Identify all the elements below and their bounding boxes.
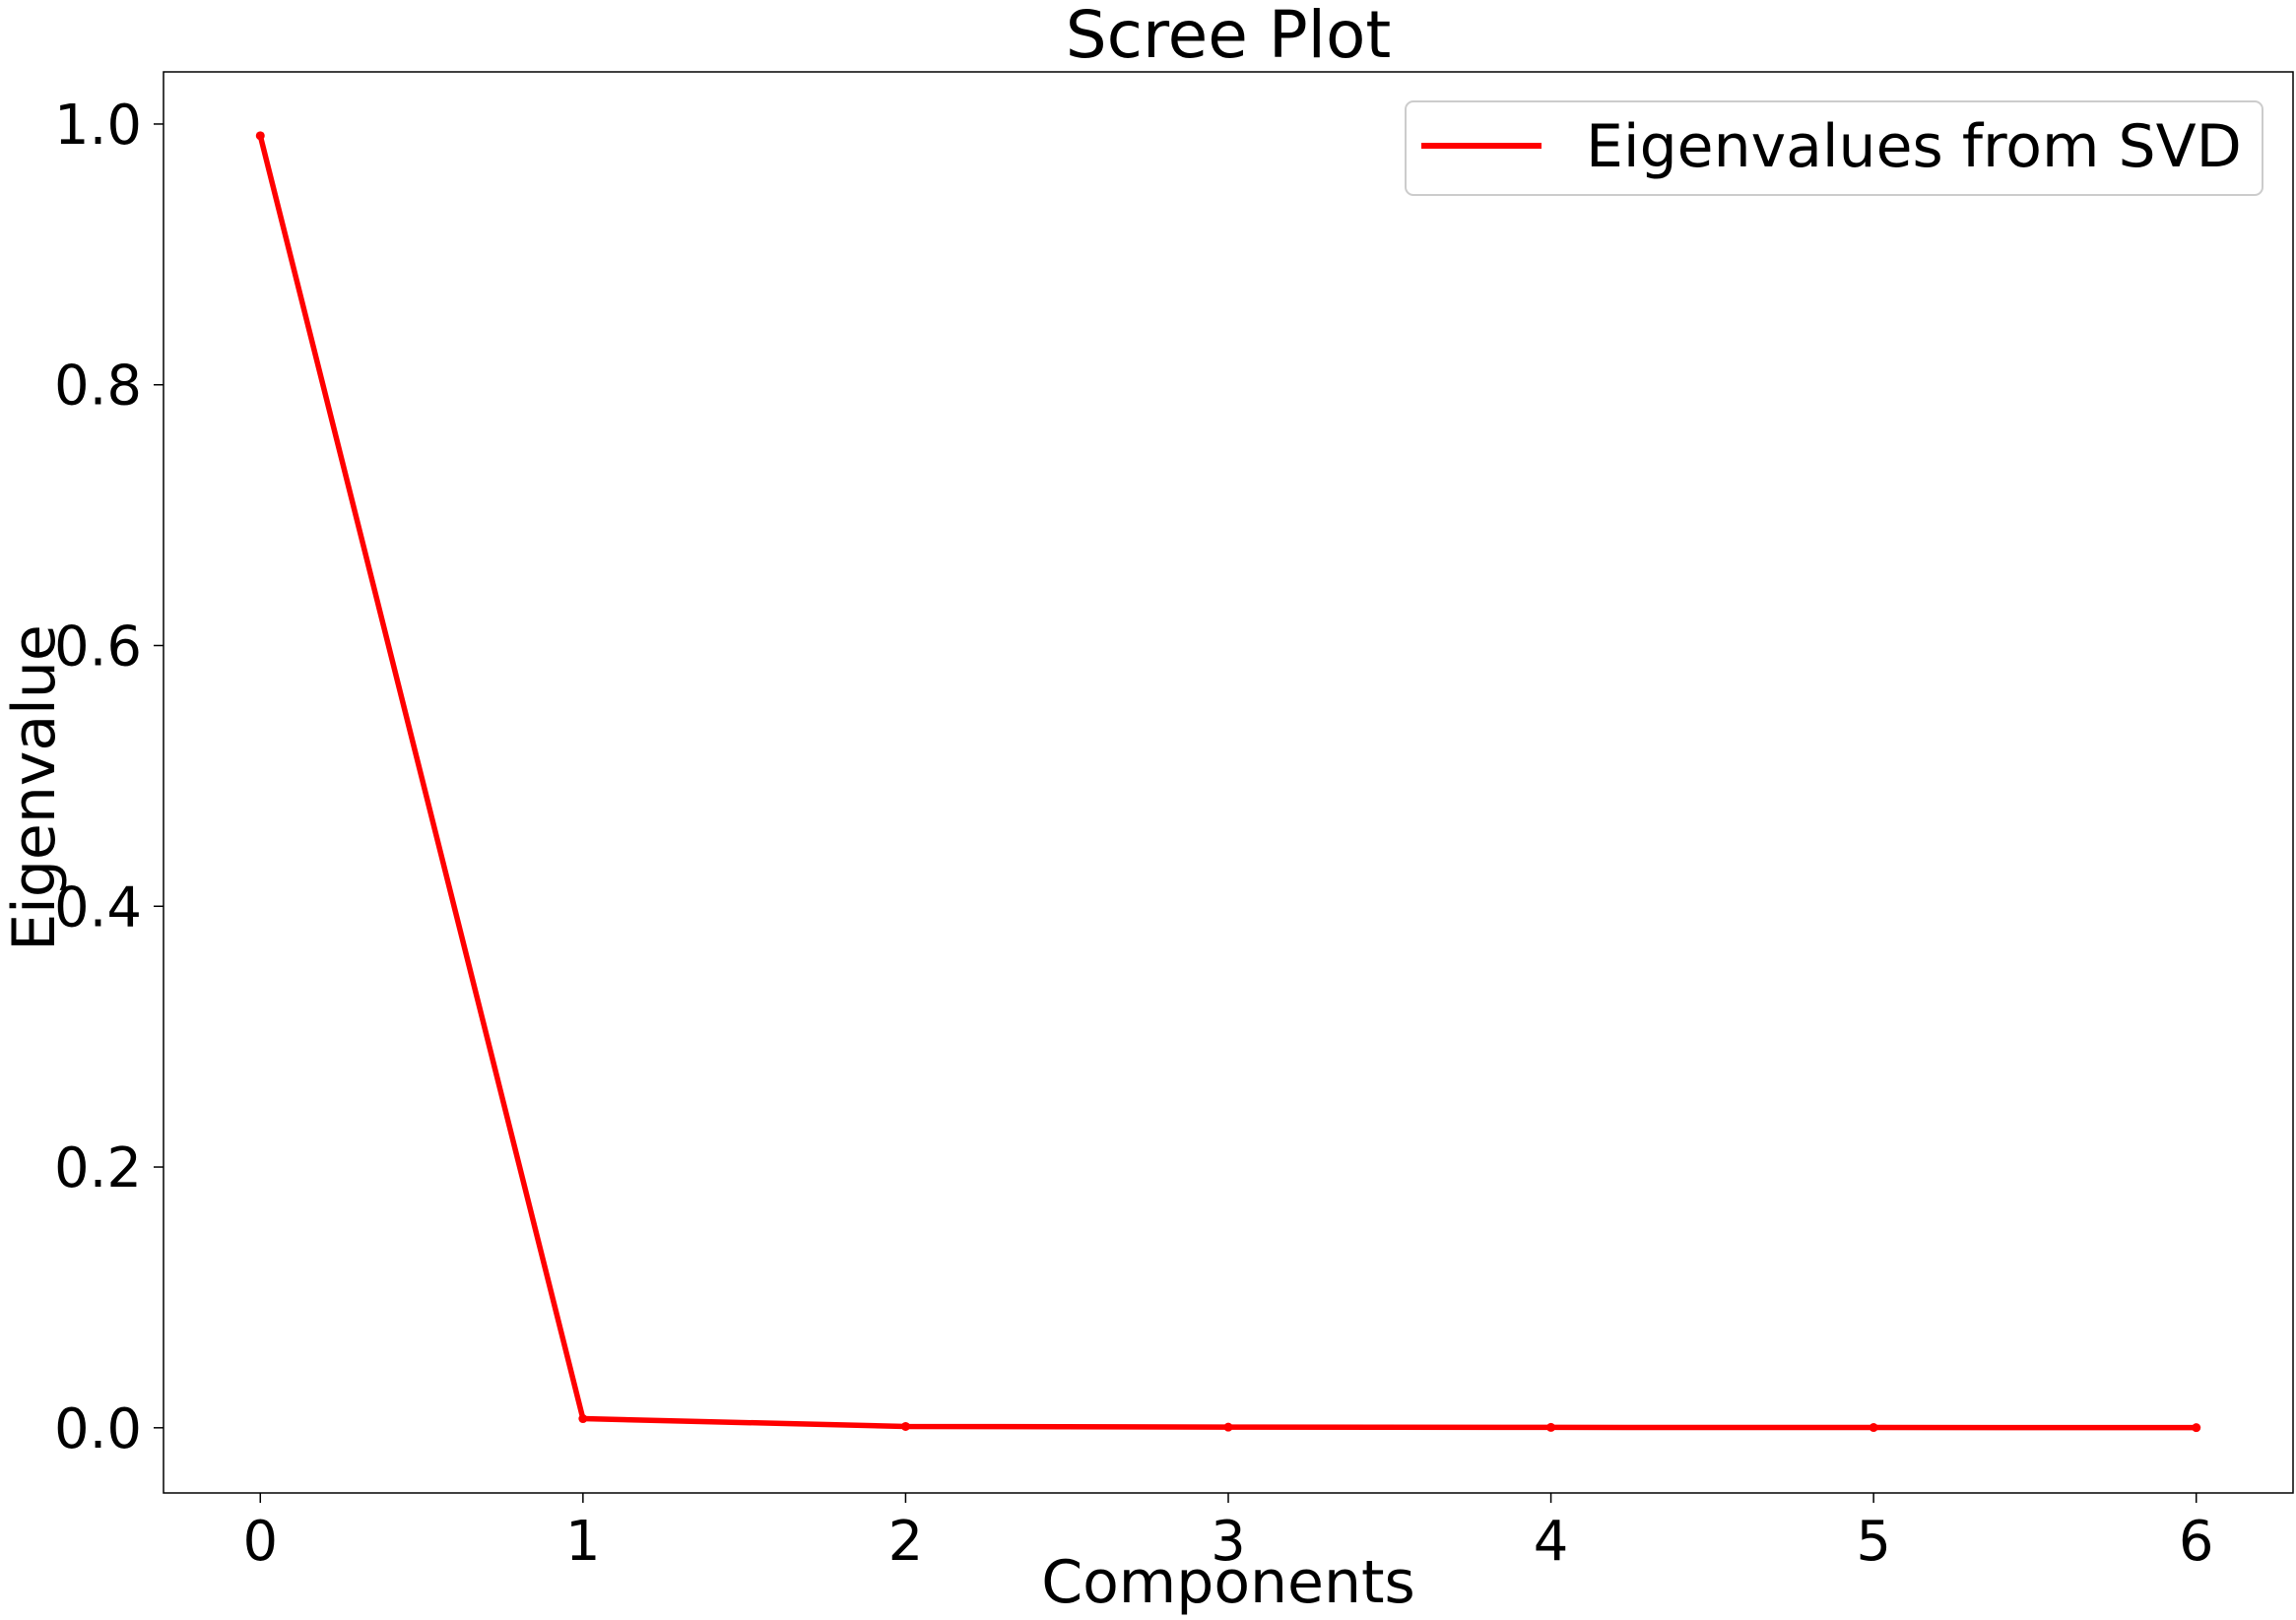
y-tick-label: 0.2 — [54, 1136, 142, 1200]
data-point — [1223, 1422, 1233, 1432]
series-layer — [255, 131, 2201, 1433]
legend-box — [1405, 100, 2263, 196]
data-point — [578, 1414, 588, 1424]
x-tick-label: 2 — [888, 1510, 924, 1574]
x-axis-ticks: 0 1 2 3 4 5 6 — [242, 1493, 2214, 1574]
data-point — [1869, 1423, 1878, 1433]
data-point — [1546, 1422, 1556, 1432]
y-tick-label: 0.4 — [54, 875, 142, 940]
y-tick-label: 1.0 — [54, 94, 142, 158]
x-tick-label: 4 — [1534, 1510, 1569, 1574]
chart-title: Scree Plot — [1066, 0, 1391, 73]
data-point — [900, 1421, 910, 1431]
x-tick-label: 0 — [242, 1510, 278, 1574]
y-tick-label: 0.8 — [54, 355, 142, 419]
y-tick-label: 0.6 — [54, 615, 142, 679]
x-tick-label: 1 — [565, 1510, 601, 1574]
y-tick-label: 0.0 — [54, 1397, 142, 1461]
data-point — [255, 131, 265, 141]
x-tick-label: 6 — [2179, 1510, 2214, 1574]
data-point — [2192, 1423, 2201, 1433]
y-axis-ticks: 0.0 0.2 0.4 0.6 0.8 1.0 — [54, 94, 164, 1461]
y-axis-label: Eigenvalue — [0, 624, 69, 951]
x-axis-label: Components — [1041, 1548, 1415, 1617]
legend-label: Eigenvalues from SVD — [1586, 112, 2242, 181]
x-tick-label: 3 — [1211, 1510, 1246, 1574]
x-tick-label: 5 — [1856, 1510, 1891, 1574]
legend: Eigenvalues from SVD — [1405, 100, 2263, 196]
